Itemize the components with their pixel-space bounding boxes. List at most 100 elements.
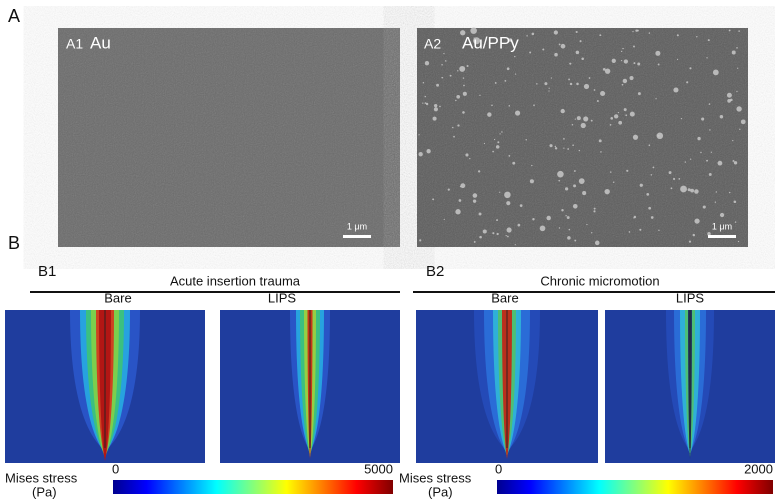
stress-map (220, 310, 400, 463)
particle (492, 151, 494, 153)
particle (693, 234, 695, 236)
particle (706, 57, 707, 58)
particle (600, 91, 605, 96)
particle (563, 147, 564, 148)
particle (509, 105, 511, 107)
particle (594, 208, 596, 210)
sem-image (417, 27, 748, 247)
particle (614, 114, 618, 118)
particle (591, 120, 593, 122)
particle (713, 70, 719, 76)
particle (630, 112, 635, 117)
particle (426, 149, 430, 153)
colorbar-max: 5000 (364, 461, 393, 476)
particle (460, 183, 465, 188)
colorbar-min: 0 (112, 461, 119, 476)
particle (685, 161, 686, 162)
particle (436, 84, 439, 87)
particle (544, 82, 547, 85)
particle (690, 159, 691, 160)
particle (540, 225, 546, 231)
stress-maps (5, 310, 775, 463)
particle (469, 158, 470, 159)
particle (633, 217, 634, 218)
particle (559, 227, 560, 228)
particle (483, 229, 487, 233)
column-label: Bare (104, 290, 131, 305)
particle (576, 51, 580, 55)
particle (499, 133, 500, 134)
particle (610, 171, 611, 172)
particle (579, 178, 585, 184)
particle (593, 210, 595, 212)
particle (741, 119, 746, 124)
particle (735, 221, 736, 222)
particle (655, 98, 656, 99)
particle (497, 141, 499, 143)
particle (529, 52, 531, 54)
column-label: LIPS (676, 290, 705, 305)
particle (700, 152, 701, 153)
particle (425, 96, 426, 97)
particle (737, 68, 738, 69)
particle (637, 62, 640, 65)
particle (499, 192, 500, 193)
scale-bar-label: 1 μm (347, 221, 367, 231)
colorbar (113, 480, 393, 494)
particle (633, 45, 635, 47)
particle (520, 204, 523, 207)
particle (422, 103, 423, 104)
particle (736, 106, 741, 111)
particle (577, 116, 581, 120)
particle (479, 236, 482, 239)
particle (457, 124, 459, 126)
particle (494, 139, 495, 140)
particle (718, 161, 723, 166)
particle (646, 193, 649, 196)
figure: A A1 Au 1 μm A2 Au/PPy 1 μm B B1 Acute i… (0, 0, 775, 501)
particle (473, 199, 476, 202)
particle (635, 29, 637, 31)
particle (433, 117, 437, 121)
particle (441, 77, 443, 79)
particle (622, 48, 623, 49)
colorbar-min: 0 (495, 461, 502, 476)
particle (495, 82, 497, 84)
particle (604, 189, 609, 194)
particle (706, 160, 708, 162)
particle (575, 119, 576, 120)
particle (727, 99, 731, 103)
particle (629, 76, 633, 80)
scale-bar-label: 1 μm (712, 221, 732, 231)
particle (532, 218, 534, 220)
particle (709, 173, 712, 176)
particle (532, 33, 535, 36)
particle (569, 63, 571, 65)
particle (484, 143, 485, 144)
particle (625, 114, 627, 116)
particle (720, 213, 724, 217)
particle (701, 117, 704, 120)
particle (507, 227, 512, 232)
particle (561, 44, 566, 49)
particle (736, 47, 738, 49)
panel-label: B (8, 233, 20, 253)
particle (465, 153, 468, 156)
particle (708, 39, 710, 41)
particle (574, 170, 576, 172)
particle (686, 81, 688, 83)
particle (479, 213, 482, 216)
particle (589, 77, 591, 79)
particle (508, 155, 510, 157)
particle (462, 111, 465, 114)
particle (655, 51, 660, 56)
particle (624, 59, 628, 63)
particle (610, 124, 612, 126)
particle (463, 92, 467, 96)
particle (530, 179, 534, 183)
particle (734, 200, 737, 203)
particle (671, 187, 673, 189)
colorbar-label: Mises stress (399, 470, 472, 485)
particle (618, 121, 622, 125)
particle (680, 186, 687, 193)
